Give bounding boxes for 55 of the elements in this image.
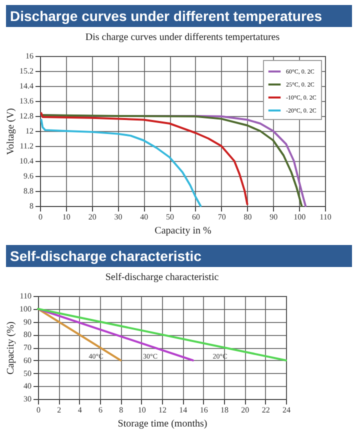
y-tick-label: 110	[20, 292, 32, 300]
y-tick-label: 50	[24, 368, 32, 378]
y-tick-label: 12	[26, 126, 34, 136]
y-tick-label: 8.8	[24, 186, 34, 196]
x-tick-label: 8	[119, 406, 124, 414]
x-tick-label: 80	[244, 212, 252, 222]
x-tick-label: 60	[192, 212, 200, 222]
x-tick-label: 100	[294, 212, 306, 222]
chart-title: Discharge curves under different temperatures	[6, 5, 352, 27]
y-tick-label: 30	[24, 394, 32, 404]
y-tick-label: 60	[24, 356, 32, 365]
x-axis-title: Storage time (months)	[118, 418, 208, 430]
y-axis-title: Capacity (%)	[6, 321, 16, 375]
y-tick-label: 15.2	[20, 66, 34, 76]
x-tick-label: 90	[270, 212, 278, 222]
x-tick-label: 30	[114, 212, 122, 222]
x-tick-label: 20	[241, 406, 250, 414]
y-tick-label: 70	[24, 343, 32, 352]
y-tick-label: 80	[24, 330, 32, 340]
line-series	[40, 112, 248, 206]
y-tick-label: 90	[24, 317, 32, 326]
x-tick-label: 0	[38, 212, 42, 222]
x-tick-label: 20	[88, 212, 96, 222]
y-tick-label: 12.8	[20, 112, 34, 120]
chart-subtitle: Dis charge curves under differents tempertatures	[85, 32, 280, 43]
chart-title: Self-discharge characteristic	[6, 245, 352, 267]
y-tick-label: 14.4	[20, 82, 34, 90]
y-tick-label: 16	[26, 52, 34, 60]
y-tick-label: 11.2	[20, 142, 34, 150]
x-axis-title: Capacity in %	[154, 226, 212, 236]
y-axis-title: Voltage (V)	[6, 108, 16, 155]
x-tick-label: 10	[138, 406, 146, 414]
x-tick-label: 6	[98, 406, 102, 414]
y-tick-label: 10.4	[20, 156, 34, 166]
x-tick-label: 2	[57, 406, 62, 414]
x-tick-label: 18	[220, 406, 228, 414]
y-tick-label: 8	[30, 202, 34, 210]
x-tick-label: 4	[78, 406, 82, 414]
x-tick-label: 24	[282, 406, 290, 414]
y-tick-label: 9.6	[24, 172, 34, 180]
x-tick-label: 14	[179, 406, 188, 414]
y-tick-label: 13.6	[20, 96, 34, 106]
line-series	[40, 118, 202, 207]
x-tick-label: 22	[262, 406, 270, 414]
x-tick-label: 12	[158, 406, 166, 414]
x-tick-label: 50	[166, 212, 174, 222]
x-tick-label: 70	[218, 212, 226, 222]
chart-subtitle: Self-discharge characteristic	[105, 272, 220, 283]
x-tick-label: 16	[200, 406, 208, 414]
x-tick-label: 10	[62, 212, 70, 222]
y-tick-label: 40	[24, 382, 32, 391]
x-tick-label: 40	[140, 212, 148, 222]
y-tick-label: 100	[20, 304, 32, 314]
x-tick-label: 110	[320, 212, 332, 222]
x-tick-label: 0	[36, 406, 40, 414]
